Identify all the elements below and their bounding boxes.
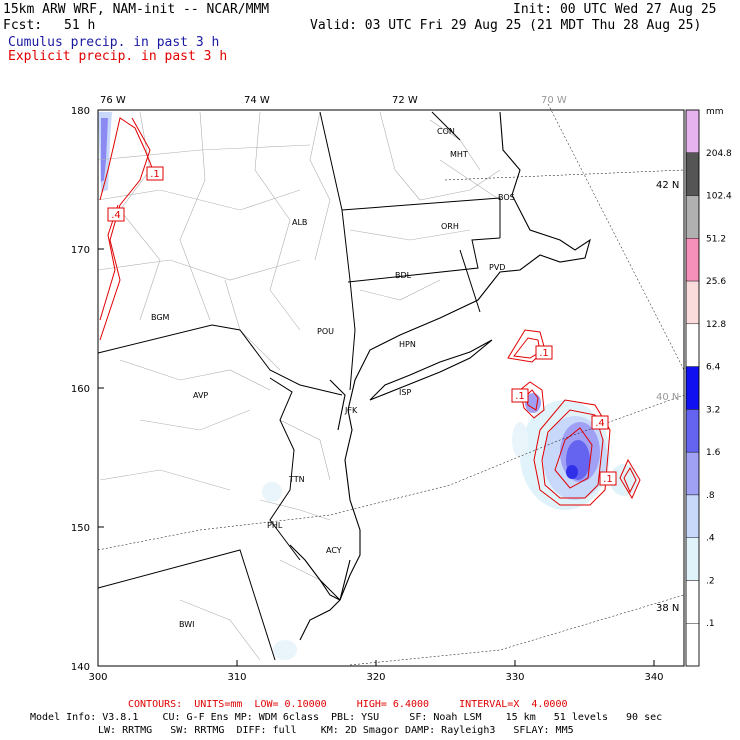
legend-level-label: .1 xyxy=(706,619,715,629)
station-label: POU xyxy=(317,327,334,336)
coastline xyxy=(289,111,591,641)
x-tick-label: 330 xyxy=(505,672,524,683)
station-label: JFK xyxy=(344,406,358,415)
station-label: ORH xyxy=(441,222,459,231)
model-info-line1: Model Info: V3.8.1 CU: G-F Ens MP: WDM 6… xyxy=(30,712,663,723)
longitude-label: 72 W xyxy=(392,95,418,106)
legend-level-label: 204.8 xyxy=(706,149,732,159)
legend-swatch xyxy=(685,323,700,367)
legend-level-label: 1.6 xyxy=(706,448,721,458)
legend-level-label: 25.6 xyxy=(706,277,726,287)
station-label: ISP xyxy=(399,388,411,397)
station-label: HPN xyxy=(399,340,416,349)
station-label: BGM xyxy=(151,313,170,322)
legend-level-label: 12.8 xyxy=(706,320,726,330)
state-boundaries xyxy=(97,111,501,661)
legend-swatch xyxy=(685,280,700,325)
station-label: BWI xyxy=(179,620,194,629)
legend-level-label: 51.2 xyxy=(706,234,726,244)
cumulus-precip-caption: Cumulus precip. in past 3 h xyxy=(8,35,220,50)
explicit-precip-caption: Explicit precip. in past 3 h xyxy=(8,49,228,64)
contour-label: .1 xyxy=(539,348,549,359)
map-frame xyxy=(97,109,685,667)
legend-frame xyxy=(685,109,700,667)
station-label: AVP xyxy=(193,391,208,400)
legend-swatch xyxy=(685,366,700,410)
station-label: CON xyxy=(437,127,455,136)
model-info-line2: LW: RRTMG SW: RRTMG DIFF: full KM: 2D Sm… xyxy=(98,725,574,736)
legend-swatch xyxy=(685,494,700,538)
x-tick-label: 310 xyxy=(227,672,246,683)
contour-label: .1 xyxy=(603,474,613,485)
model-title: 15km ARW WRF, NAM-init -- NCAR/MMM xyxy=(3,2,270,17)
station-labels: CON MHT BOS ORH ALB PVD BDL BGM POU HPN … xyxy=(151,127,515,629)
latitude-label: 40 N xyxy=(656,392,679,403)
contour-label: .1 xyxy=(515,391,525,402)
contour-label: .1 xyxy=(150,169,160,180)
legend-level-label: 3.2 xyxy=(706,405,720,415)
legend-swatch xyxy=(685,451,700,496)
legend-swatch xyxy=(685,238,700,282)
contour-label-boxes xyxy=(107,166,617,486)
y-tick-label: 170 xyxy=(71,245,90,256)
station-label: PVD xyxy=(489,263,505,272)
axis-ticks xyxy=(97,109,655,667)
legend-swatch xyxy=(685,623,700,667)
station-label: MHT xyxy=(450,150,468,159)
legend-swatch xyxy=(685,152,700,196)
valid-time: Valid: 03 UTC Fri 29 Aug 25 (21 MDT Thu … xyxy=(310,18,702,33)
longitude-label: 76 W xyxy=(100,95,126,106)
y-tick-label: 140 xyxy=(71,662,90,673)
x-tick-label: 300 xyxy=(88,672,107,683)
latitude-label: 38 N xyxy=(656,603,679,614)
legend-swatch xyxy=(685,580,700,624)
legend-colorbar xyxy=(685,109,700,667)
legend-level-label: .4 xyxy=(706,534,715,544)
y-tick-label: 160 xyxy=(71,384,90,395)
contour-label: .4 xyxy=(595,418,605,429)
longitude-label: 74 W xyxy=(244,95,270,106)
station-label: PHL xyxy=(267,521,283,530)
longitude-label: 70 W xyxy=(541,95,567,106)
county-boundaries xyxy=(97,111,501,661)
contour-label: .4 xyxy=(111,210,121,221)
y-tick-label: 180 xyxy=(71,106,90,117)
latitude-label: 42 N xyxy=(656,180,679,191)
legend-level-label: .8 xyxy=(706,491,715,501)
contours-info: CONTOURS: UNITS=mm LOW= 0.10000 HIGH= 6.… xyxy=(128,699,568,710)
legend-level-label: 102.4 xyxy=(706,192,732,202)
graticule xyxy=(97,103,685,666)
y-tick-label: 150 xyxy=(71,523,90,534)
legend-level-label: .2 xyxy=(706,576,715,586)
legend-unit: mm xyxy=(706,107,724,117)
cumulus-shading xyxy=(98,112,638,660)
station-label: BOS xyxy=(498,193,515,202)
legend-swatch xyxy=(685,409,700,453)
legend-swatch xyxy=(685,537,700,581)
init-time: Init: 00 UTC Wed 27 Aug 25 xyxy=(513,2,717,17)
legend-swatch xyxy=(685,109,700,153)
x-tick-label: 340 xyxy=(644,672,663,683)
station-label: ALB xyxy=(292,218,307,227)
station-label: BDL xyxy=(395,271,412,280)
x-tick-label: 320 xyxy=(366,672,385,683)
legend-swatch xyxy=(685,195,700,239)
station-label: ACY xyxy=(326,546,342,555)
legend-level-label: 6.4 xyxy=(706,363,721,373)
station-label: TTN xyxy=(288,475,305,484)
forecast-hour-value: 51 h xyxy=(64,18,96,33)
forecast-hour-label: Fcst: xyxy=(3,18,43,33)
